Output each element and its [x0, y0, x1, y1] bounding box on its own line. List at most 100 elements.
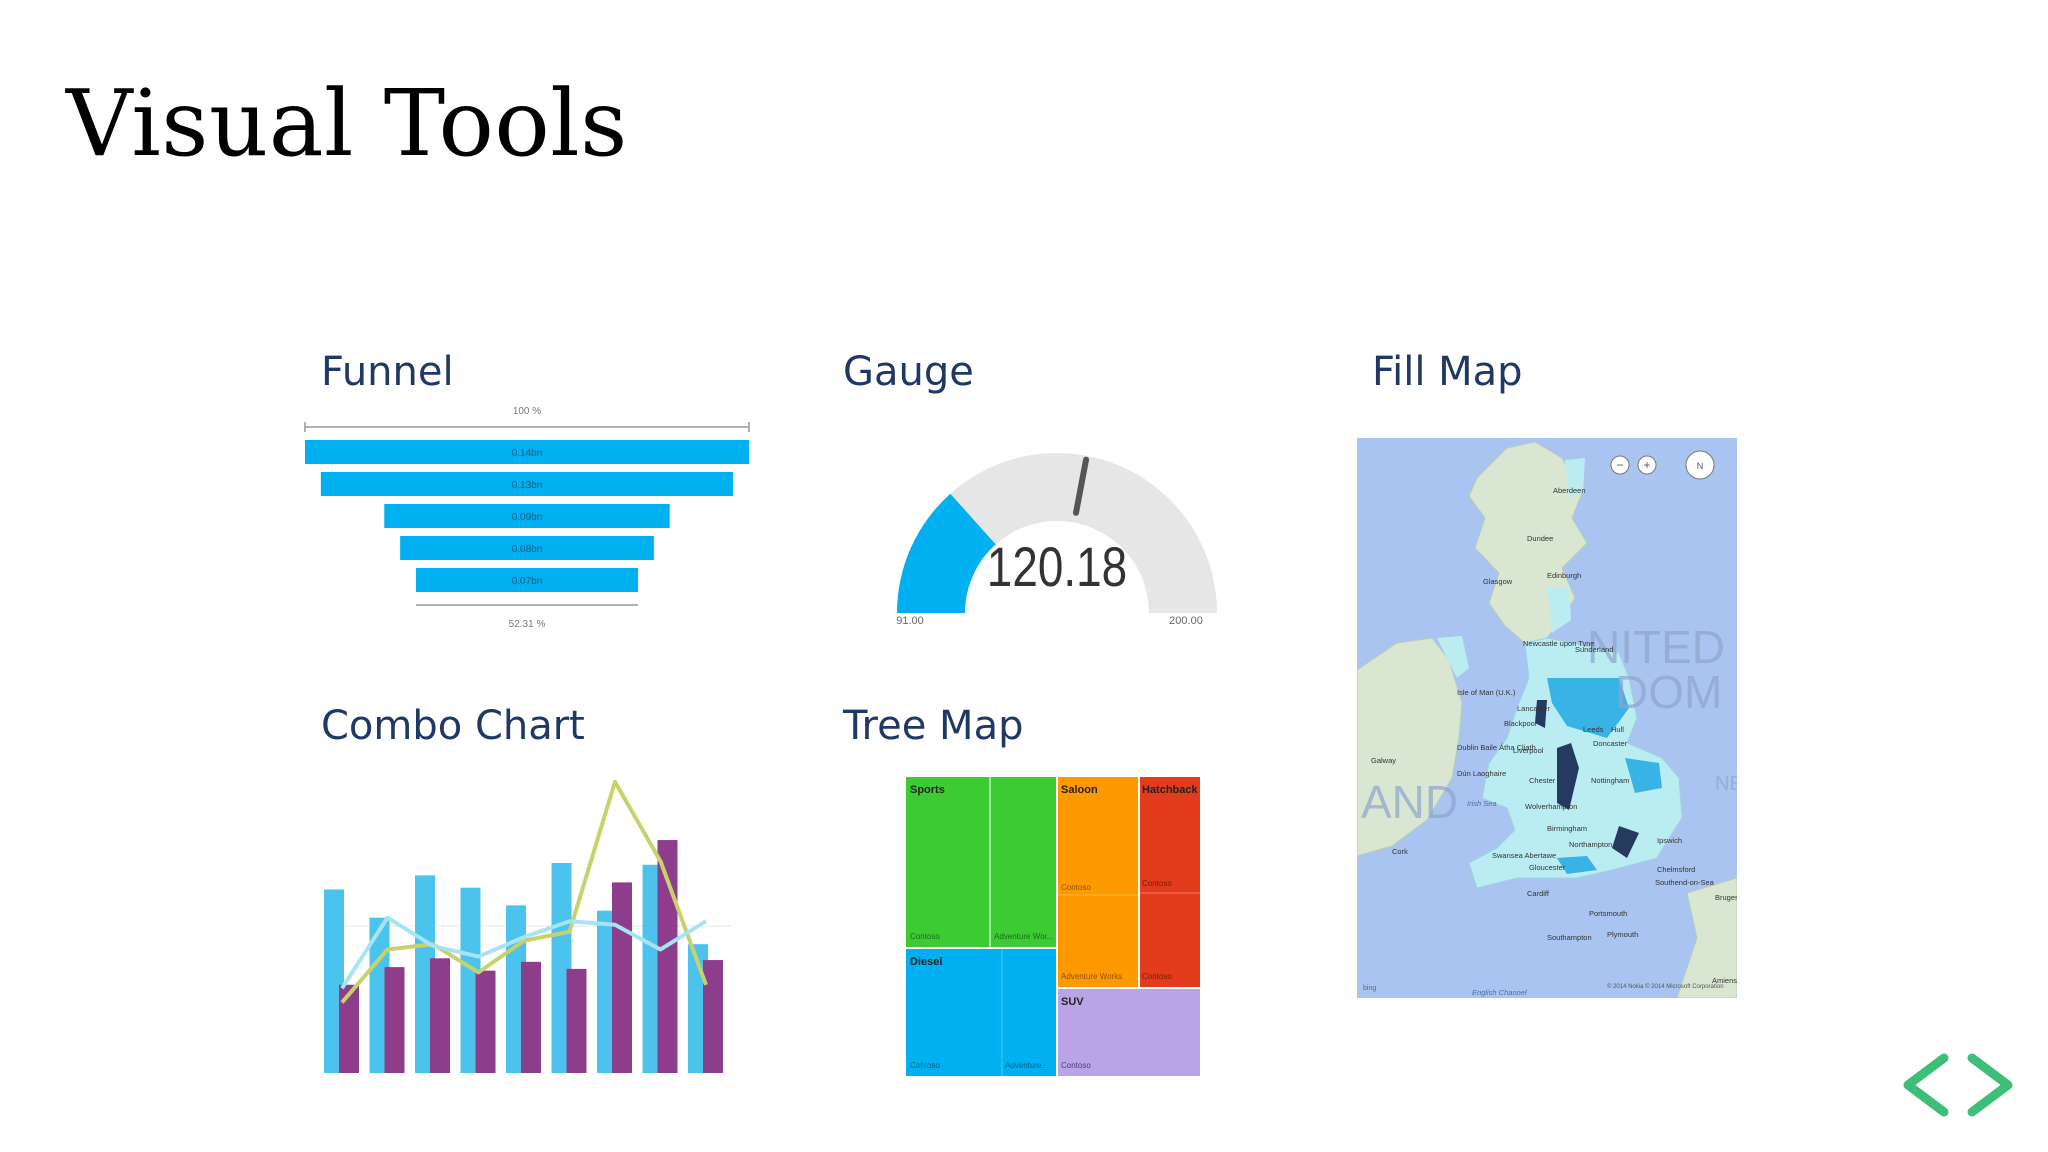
gauge-min-label: 91.00: [896, 615, 924, 627]
map-zoom-out-button[interactable]: −: [1610, 455, 1630, 475]
gauge-chart: 120.18 91.00 200.00: [896, 453, 1217, 627]
gauge-max-label: 200.00: [1169, 615, 1203, 627]
funnel-title: Funnel: [321, 349, 454, 395]
treemap-saloon-sub1: Contoso: [1061, 883, 1091, 892]
fill-map-title: Fill Map: [1372, 349, 1523, 395]
map-label-southampton: Southampton: [1547, 933, 1592, 942]
map-region-south: [1557, 856, 1597, 874]
map-watermark-3: AND: [1361, 776, 1458, 828]
treemap-hatchback-label: Hatchback: [1142, 784, 1199, 796]
map-label-amiens: Amiens: [1712, 976, 1737, 985]
combo-chart-title: Combo Chart: [321, 703, 585, 749]
treemap-saloon-label: Saloon: [1061, 784, 1098, 796]
map-label-portsmouth: Portsmouth: [1589, 909, 1627, 918]
funnel-bar-label: 0.09bn: [512, 512, 543, 523]
map-watermark-2: DOM: [1615, 666, 1722, 718]
map-label-southend: Southend-on-Sea: [1655, 878, 1715, 887]
slide-title: Visual Tools: [66, 70, 628, 177]
map-label-plymouth: Plymouth: [1607, 930, 1638, 939]
map-label-cardiff: Cardiff: [1527, 889, 1550, 898]
map-label-newcastle: Newcastle upon Tyne: [1523, 639, 1595, 648]
gauge-title: Gauge: [843, 349, 974, 395]
map-region-yorkshire: [1547, 678, 1629, 738]
fill-map: NITED DOM AND NE Aberdeen Dundee Edinbur…: [1357, 438, 1737, 998]
map-region-dark-2: [1557, 743, 1579, 810]
map-scotland-region-ne: [1565, 458, 1585, 498]
map-provider-logo: bing: [1363, 985, 1376, 992]
funnel-bottom-label: 52.31 %: [509, 619, 546, 630]
funnel-bar-label: 0.07bn: [512, 576, 543, 587]
map-northern-ireland-region: [1437, 636, 1469, 678]
map-label-birmingham: Birmingham: [1547, 824, 1587, 833]
plus-icon[interactable]: [1637, 455, 1657, 475]
treemap-diesel-sub2: Adventure...: [1005, 1061, 1048, 1070]
combo-bar: [339, 984, 359, 1073]
map-label-isle-of-man: Isle of Man (U.K.): [1457, 688, 1516, 697]
gauge-target-marker: [1072, 456, 1090, 516]
map-label-doncaster: Doncaster: [1593, 739, 1628, 748]
map-region-dark-1: [1535, 700, 1547, 728]
map-label-dublin: Dublin Baile Átha Cliath: [1457, 743, 1536, 752]
compass-icon[interactable]: [1685, 450, 1715, 480]
gauge-track: [897, 453, 1217, 613]
treemap-suv-tile: [1058, 989, 1200, 1076]
map-label-aberdeen: Aberdeen: [1553, 486, 1586, 495]
treemap-suv-label: SUV: [1061, 996, 1084, 1008]
treemap-saloon-sub2: Adventure Works: [1061, 972, 1122, 981]
treemap-hatchback-sub2: Contoso: [1142, 972, 1172, 981]
zoom-in-glyph: +: [1643, 458, 1650, 472]
map-scotland-region-borders: [1547, 588, 1571, 633]
compass-glyph: N: [1697, 461, 1704, 471]
map-label-swansea: Swansea Abertawe: [1492, 851, 1556, 860]
combo-bar: [384, 967, 405, 1073]
map-region-east: [1625, 758, 1662, 793]
map-label-english-channel: English Channel: [1472, 988, 1527, 997]
treemap-diesel-sub1: Contoso: [910, 1061, 940, 1070]
combo-line: [340, 779, 708, 1004]
funnel-chart: 100 % 0.14bn 0.13bn 0.09bn 0.08bn 0.07bn 52.…: [304, 406, 750, 630]
map-label-northampton: Northampton: [1569, 840, 1612, 849]
combo-line: [340, 915, 708, 990]
map-watermark-4: NE: [1715, 773, 1737, 795]
gauge-value: 120.18: [987, 536, 1127, 598]
map-label-chelmsford: Chelmsford: [1657, 865, 1695, 874]
combo-bar: [475, 970, 496, 1073]
map-label-bruges: Bruges: [1715, 893, 1737, 902]
map-label-irish-sea: Irish Sea: [1467, 799, 1497, 808]
funnel-bar: [400, 536, 654, 560]
map-label-dundee: Dundee: [1527, 534, 1553, 543]
funnel-bar-label: 0.13bn: [512, 480, 543, 491]
funnel-bar: [320, 472, 734, 496]
funnel-bar-label: 0.14bn: [512, 448, 543, 459]
treemap-diesel-label: Diesel: [910, 956, 942, 968]
map-label-nottingham: Nottingham: [1591, 776, 1629, 785]
map-label-cork: Cork: [1392, 847, 1408, 856]
combo-bar: [430, 958, 450, 1073]
map-label-wolverhampton: Wolverhampton: [1525, 802, 1577, 811]
zoom-out-glyph: −: [1616, 458, 1623, 472]
code-brackets-icon: [1903, 1053, 2013, 1117]
map-label-hull: Hull: [1611, 725, 1624, 734]
map-compass-button[interactable]: N: [1685, 450, 1715, 480]
funnel-bar: [416, 568, 638, 592]
map-label-glasgow: Glasgow: [1483, 577, 1513, 586]
map-label-lancaster: Lancaster: [1517, 704, 1550, 713]
treemap-sports-tile: [906, 777, 1056, 947]
treemap-diesel-tile: [906, 949, 1056, 1076]
tree-map-title: Tree Map: [843, 703, 1024, 749]
combo-bar: [566, 968, 587, 1073]
minus-icon[interactable]: [1610, 455, 1630, 475]
map-label-gloucester: Gloucester: [1529, 863, 1566, 872]
gauge-fill: [897, 493, 996, 613]
combo-bar: [703, 960, 723, 1073]
map-label-chester: Chester: [1529, 776, 1556, 785]
map-watermark-1: NITED: [1587, 621, 1725, 673]
treemap-saloon-tile: [1058, 777, 1138, 987]
map-label-liverpool: Liverpool: [1513, 746, 1544, 755]
treemap-hatchback-sub1: Contoso: [1142, 879, 1172, 888]
treemap-hatchback-tile: [1140, 777, 1200, 987]
treemap-suv-sub1: Contoso: [1061, 1061, 1091, 1070]
map-france-corner: [1676, 877, 1737, 998]
map-zoom-in-button[interactable]: +: [1637, 455, 1657, 475]
map-label-edinburgh: Edinburgh: [1547, 571, 1581, 580]
